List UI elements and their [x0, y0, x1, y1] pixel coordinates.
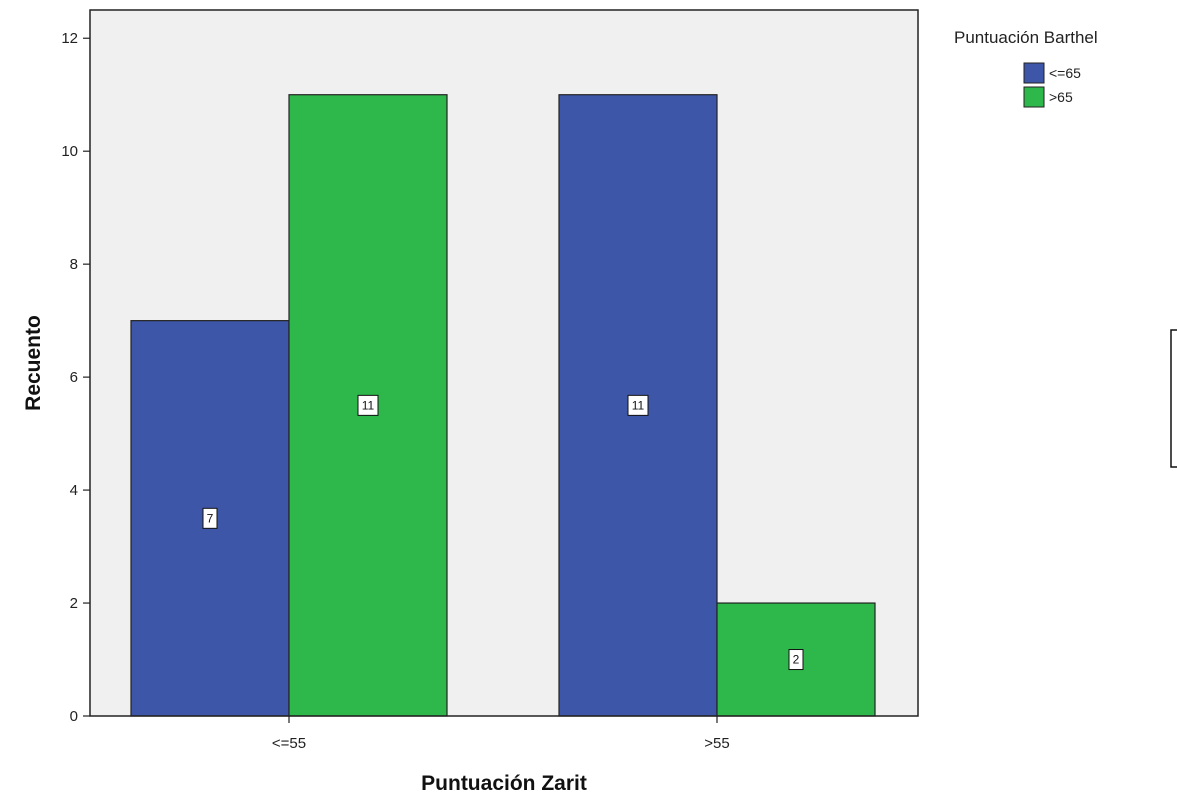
y-axis-title: Recuento: [22, 315, 45, 411]
y-tick-label: 12: [61, 30, 78, 47]
legend-swatch: [1023, 86, 1045, 108]
legend-swatch: [1023, 62, 1045, 84]
y-tick-label: 4: [70, 482, 78, 499]
legend: Puntuación Barthel <=65 >65: [954, 28, 1098, 108]
x-tick-label: >55: [704, 735, 729, 752]
x-axis: <=55 >55: [272, 716, 730, 752]
data-label-box: [788, 649, 804, 671]
data-label-box: [627, 394, 649, 416]
data-label: 11: [632, 398, 645, 412]
data-label: 2: [793, 653, 800, 667]
x-axis-title: Puntuación Zarit: [421, 772, 587, 795]
legend-label: >65: [1049, 89, 1073, 105]
y-axis: 0 2 4 6 8 10 12: [61, 30, 90, 725]
data-label-box: [202, 507, 218, 529]
legend-title: Puntuación Barthel: [954, 28, 1098, 47]
data-labels-layer: 7 11 11 2: [202, 394, 804, 671]
plot-frame: [89, 9, 919, 717]
data-label: 7: [207, 511, 214, 525]
y-tick-label: 2: [70, 595, 78, 612]
data-label: 11: [362, 398, 375, 412]
y-tick-label: 6: [70, 369, 78, 386]
x-tick-label: <=55: [272, 735, 306, 752]
legend-label: <=65: [1049, 65, 1081, 81]
partial-box: [1170, 329, 1177, 468]
y-tick-label: 8: [70, 256, 78, 273]
y-tick-label: 0: [70, 708, 78, 725]
y-tick-label: 10: [61, 143, 78, 160]
data-label-box: [357, 394, 379, 416]
